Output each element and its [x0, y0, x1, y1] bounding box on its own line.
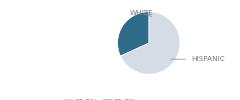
Text: HISPANIC: HISPANIC: [171, 56, 225, 62]
Wedge shape: [120, 12, 180, 74]
Text: WHITE: WHITE: [129, 10, 153, 16]
Legend: 68.2%, 31.8%: 68.2%, 31.8%: [61, 96, 140, 100]
Wedge shape: [118, 12, 149, 56]
